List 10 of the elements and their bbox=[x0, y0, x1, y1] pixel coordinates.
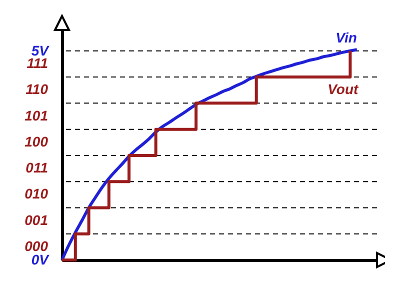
series-label: Vin bbox=[336, 30, 357, 46]
text: 000 bbox=[24, 238, 48, 254]
series-label: Vout bbox=[328, 81, 360, 98]
text: 101 bbox=[24, 107, 48, 124]
text: 001 bbox=[24, 212, 48, 228]
text: 010 bbox=[24, 186, 48, 202]
text: 011 bbox=[26, 160, 48, 176]
text: 110 bbox=[26, 81, 48, 98]
y-tick-label: 0V bbox=[31, 252, 50, 268]
text: 100 bbox=[24, 133, 48, 150]
